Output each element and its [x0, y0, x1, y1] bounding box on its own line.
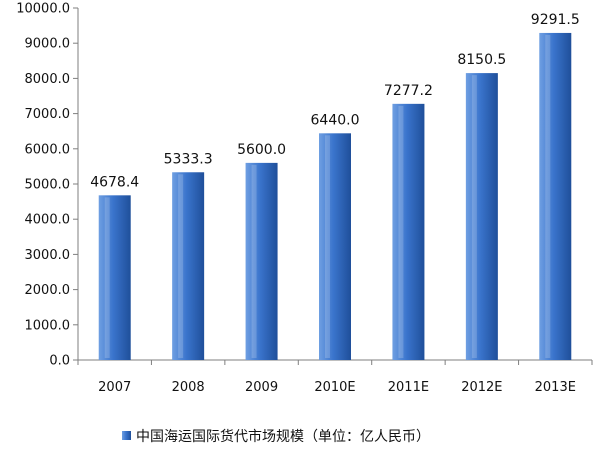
y-tick-label: 5000.0: [25, 178, 71, 193]
legend-swatch: [122, 431, 131, 440]
y-tick-label: 4000.0: [25, 213, 71, 228]
bar: [245, 162, 278, 360]
data-label: 4678.4: [90, 174, 139, 190]
y-tick-label: 6000.0: [25, 142, 71, 157]
bar: [98, 195, 131, 360]
data-label: 6440.0: [311, 112, 360, 128]
x-tick-label: 2012E: [461, 380, 502, 395]
data-label: 9291.5: [531, 12, 580, 28]
x-tick-label: 2007: [98, 380, 131, 395]
y-tick-label: 10000.0: [16, 2, 70, 17]
y-tick-label: 0.0: [49, 354, 70, 369]
legend-label: 中国海运国际货代市场规模（单位：亿人民币）: [136, 428, 430, 445]
bar-highlight: [325, 135, 330, 358]
bar: [539, 32, 572, 360]
data-label: 5333.3: [164, 151, 213, 167]
data-label: 7277.2: [384, 83, 433, 99]
y-tick-label: 8000.0: [25, 72, 71, 87]
data-label: 8150.5: [457, 52, 506, 68]
x-tick-label: 2008: [172, 380, 205, 395]
y-tick-label: 1000.0: [25, 318, 71, 333]
bar-highlight: [545, 34, 551, 358]
x-tick-label: 2013E: [535, 380, 576, 395]
y-tick-label: 9000.0: [25, 37, 71, 52]
bar-highlight: [471, 75, 477, 358]
x-tick-label: 2010E: [314, 380, 355, 395]
y-tick-label: 7000.0: [25, 107, 71, 122]
bar-highlight: [251, 164, 257, 358]
bar: [392, 103, 425, 360]
y-tick-label: 2000.0: [25, 283, 71, 298]
plot-area: 0.0 1000.0 2000.0 3000.0 4000.0 5000.0 6000.0 7…: [16, 2, 593, 445]
bar-highlight: [398, 105, 404, 358]
bar: [319, 133, 351, 360]
data-label: 5600.0: [237, 142, 286, 158]
bar: [465, 73, 498, 360]
y-tick-label: 3000.0: [25, 248, 71, 263]
bar-highlight: [178, 174, 184, 358]
x-tick-label: 2011E: [388, 380, 429, 395]
bar-highlight: [104, 197, 110, 358]
bar: [172, 172, 205, 360]
x-tick-label: 2009: [245, 380, 278, 395]
